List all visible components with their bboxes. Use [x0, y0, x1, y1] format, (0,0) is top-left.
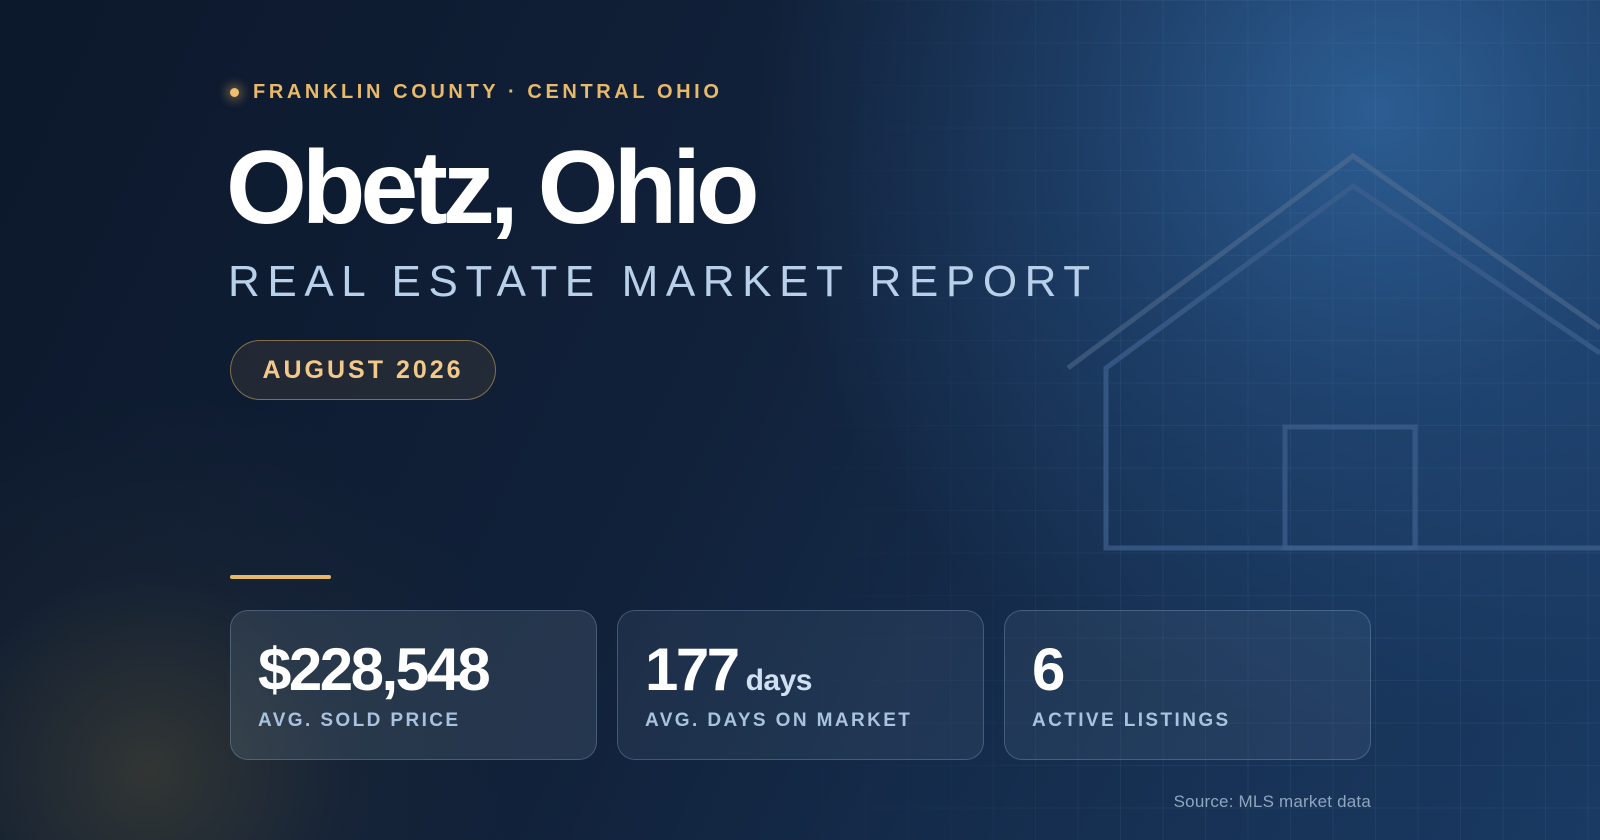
stat-card-avg-sold-price: $228,548 AVG. SOLD PRICE	[230, 610, 597, 760]
location-eyebrow: FRANKLIN COUNTY · CENTRAL OHIO	[230, 80, 722, 104]
report-subtitle: REAL ESTATE MARKET REPORT	[228, 257, 1098, 306]
stat-value: $228,548	[258, 636, 491, 703]
accent-divider	[230, 575, 331, 579]
background-grid	[780, 0, 1600, 840]
stat-unit: days	[745, 664, 813, 697]
page-title: Obetz, Ohio	[226, 130, 760, 246]
stat-value: 177	[645, 636, 740, 703]
report-period-label: AUGUST 2026	[262, 355, 464, 384]
stat-value-group: 6	[1032, 635, 1065, 705]
stat-value-group: 177 days	[645, 635, 813, 705]
stat-label: ACTIVE LISTINGS	[1032, 710, 1231, 731]
stat-value-group: $228,548	[258, 635, 491, 705]
location-label: FRANKLIN COUNTY · CENTRAL OHIO	[253, 80, 723, 103]
stat-card-avg-days-on-market: 177 days AVG. DAYS ON MARKET	[617, 610, 984, 760]
stat-value: 6	[1032, 636, 1065, 703]
house-outline-icon	[1066, 152, 1600, 551]
dot-icon	[230, 87, 239, 97]
source-note: Source: MLS market data	[1173, 792, 1371, 811]
report-period-badge: AUGUST 2026	[230, 340, 496, 400]
stat-label: AVG. DAYS ON MARKET	[645, 710, 913, 731]
stat-label: AVG. SOLD PRICE	[258, 710, 461, 731]
stat-card-active-listings: 6 ACTIVE LISTINGS	[1004, 610, 1371, 760]
